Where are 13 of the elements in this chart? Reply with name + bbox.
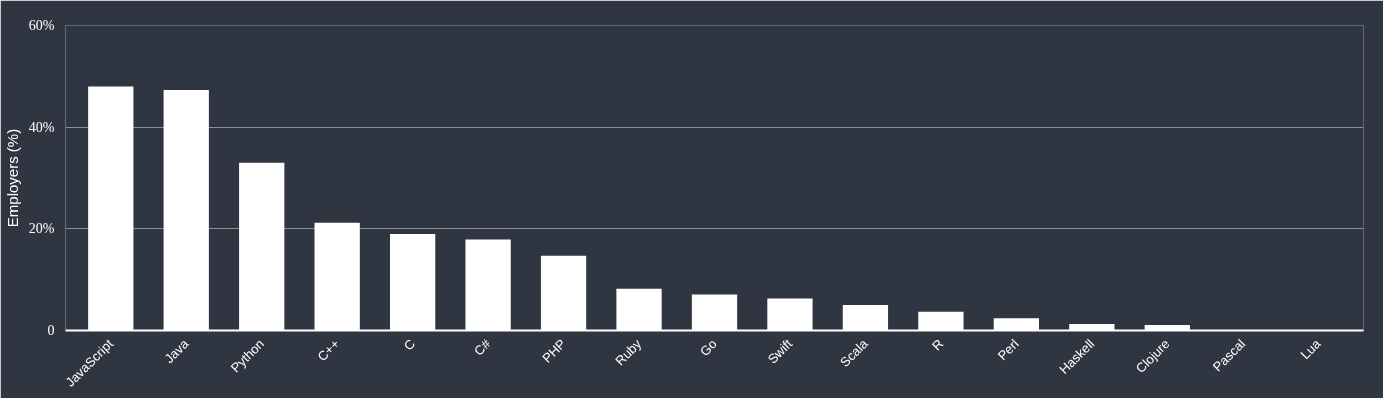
y-tick-label: 0 xyxy=(47,323,55,338)
y-axis-title: Employers (%) xyxy=(3,128,21,228)
x-tick-label: Java xyxy=(161,335,193,367)
x-tick-label: R xyxy=(928,336,947,354)
x-tick-label: Go xyxy=(696,336,720,360)
y-tick-label: 40% xyxy=(28,119,55,135)
x-tick-label: C xyxy=(400,336,418,354)
x-tick-label: C++ xyxy=(314,336,343,365)
x-tick-label: Perl xyxy=(994,336,1022,364)
y-tick-label: 60% xyxy=(28,18,55,33)
x-tick-label: Lua xyxy=(1297,335,1325,363)
x-tick-label: C# xyxy=(471,335,494,359)
y-tick-label: 20% xyxy=(28,221,55,237)
